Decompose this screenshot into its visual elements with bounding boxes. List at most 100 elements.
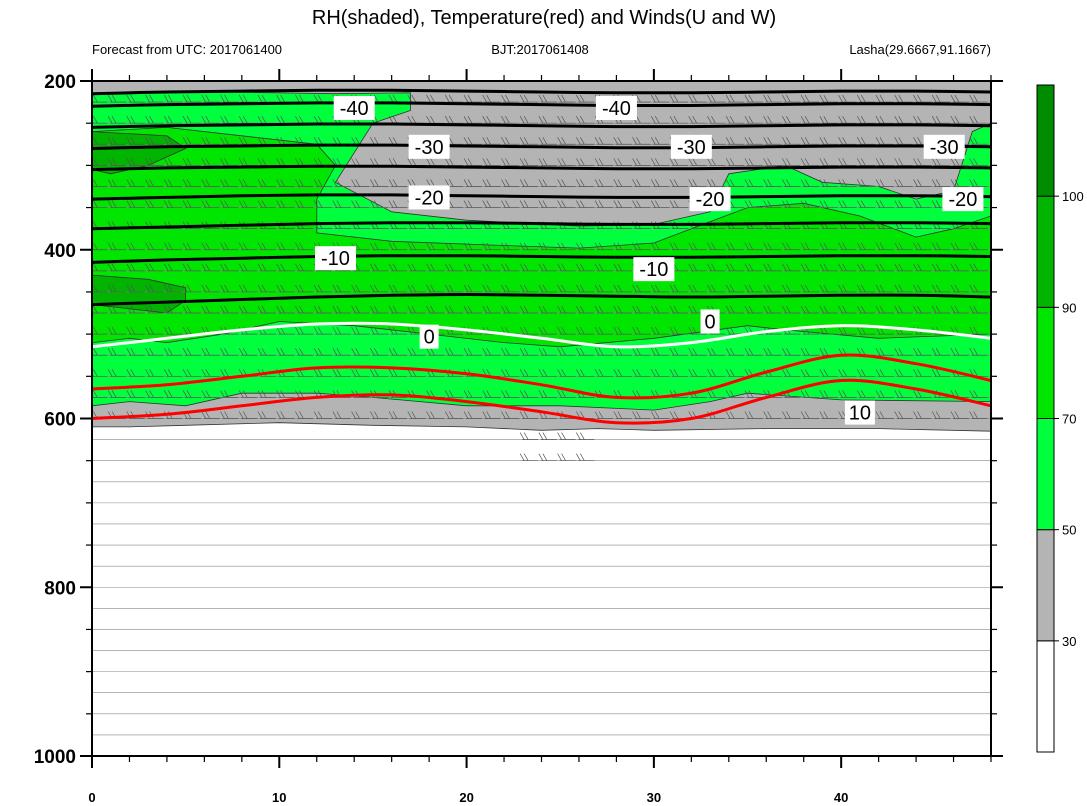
wind-barb xyxy=(295,348,314,356)
wind-barb xyxy=(388,305,408,314)
wind-barb xyxy=(969,348,988,356)
wind-barb xyxy=(482,179,501,187)
wind-barb xyxy=(238,200,258,208)
wind-barb xyxy=(594,411,614,419)
wind-barb xyxy=(332,200,351,208)
wind-barb xyxy=(257,305,276,314)
wind-barb xyxy=(519,305,539,314)
wind-barb xyxy=(444,94,464,103)
wind-barb xyxy=(913,94,932,103)
wind-barb xyxy=(369,242,389,251)
wind-barb xyxy=(501,94,520,103)
wind-barb xyxy=(894,284,913,293)
wind-barb xyxy=(688,179,707,187)
wind-barb xyxy=(482,158,501,166)
wind-barb xyxy=(557,94,576,103)
wind-barb xyxy=(969,94,988,103)
wind-barb xyxy=(613,158,632,166)
wind-barb xyxy=(632,179,651,187)
colorbar-box-2 xyxy=(1036,418,1055,531)
contour-label: -30 xyxy=(677,137,706,159)
wind-barb xyxy=(538,158,557,166)
wind-barb xyxy=(894,200,913,208)
wind-barb xyxy=(913,305,932,314)
wind-barb xyxy=(426,263,445,272)
wind-barb xyxy=(145,284,164,293)
colorbar-box-0 xyxy=(1036,640,1055,753)
wind-barb xyxy=(238,137,258,145)
wind-barb xyxy=(950,179,969,187)
wind-barb xyxy=(763,137,782,145)
wind-barb xyxy=(669,326,688,335)
contour-label-bg xyxy=(419,324,439,349)
wind-barb xyxy=(725,179,745,187)
wind-barb xyxy=(875,305,894,314)
wind-barb xyxy=(875,137,894,145)
wind-barb xyxy=(126,390,145,398)
wind-barb xyxy=(519,116,539,124)
wind-barb xyxy=(650,200,670,208)
wind-barb xyxy=(688,116,707,124)
wind-barb xyxy=(856,305,876,314)
wind-barb xyxy=(969,411,988,419)
wind-barb xyxy=(388,284,408,293)
wind-barb xyxy=(444,116,464,124)
wind-barb xyxy=(782,158,801,166)
contour-label-bg xyxy=(700,309,720,334)
wind-barb xyxy=(613,326,632,335)
wind-barb xyxy=(182,179,202,187)
wind-barb xyxy=(126,158,145,166)
wind-barb xyxy=(632,369,651,377)
contour-label: -20 xyxy=(948,189,977,211)
wind-barb xyxy=(163,305,183,314)
wind-barb xyxy=(669,200,688,208)
wind-barb xyxy=(744,158,763,166)
wind-barb xyxy=(856,179,876,187)
wind-barb xyxy=(126,348,145,356)
wind-barb xyxy=(763,348,782,356)
wind-barb xyxy=(126,284,145,293)
wind-barb xyxy=(126,326,145,335)
wind-barb xyxy=(295,326,314,335)
wind-barb xyxy=(538,453,557,462)
wind-barb xyxy=(163,348,183,356)
wind-barb xyxy=(913,284,932,293)
wind-barb xyxy=(744,200,763,208)
x-tick-label: 30 xyxy=(647,790,661,805)
wind-barb xyxy=(594,326,614,335)
wind-barb xyxy=(800,116,820,124)
wind-barb xyxy=(875,263,894,272)
wind-barb xyxy=(519,284,539,293)
wind-barb xyxy=(182,242,202,251)
wind-barb xyxy=(856,94,876,103)
wind-barb xyxy=(782,348,801,356)
wind-barb xyxy=(332,369,351,377)
wind-barb xyxy=(800,263,820,272)
wind-barb xyxy=(519,326,539,335)
wind-barb xyxy=(856,137,876,145)
wind-barb xyxy=(276,326,295,335)
wind-barb xyxy=(669,116,688,124)
wind-barb xyxy=(313,326,333,335)
wind-barb xyxy=(201,158,220,166)
wind-barb xyxy=(538,179,557,187)
wind-barb xyxy=(913,200,932,208)
wind-barb xyxy=(894,242,913,251)
wind-barb xyxy=(163,179,183,187)
wind-barb xyxy=(163,200,183,208)
isotherm-10 xyxy=(92,353,991,400)
wind-barb xyxy=(126,263,145,272)
wind-barb xyxy=(276,348,295,356)
wind-barb xyxy=(463,94,482,103)
colorbar-box-3 xyxy=(1036,306,1055,420)
wind-barb xyxy=(800,348,820,356)
wind-barb xyxy=(950,305,969,314)
wind-barb xyxy=(763,116,782,124)
wind-barb xyxy=(744,284,763,293)
wind-barb xyxy=(744,348,763,356)
isotherm-7 xyxy=(92,254,991,264)
wind-barb xyxy=(875,179,894,187)
wind-barb xyxy=(145,369,164,377)
wind-barb xyxy=(576,284,595,293)
